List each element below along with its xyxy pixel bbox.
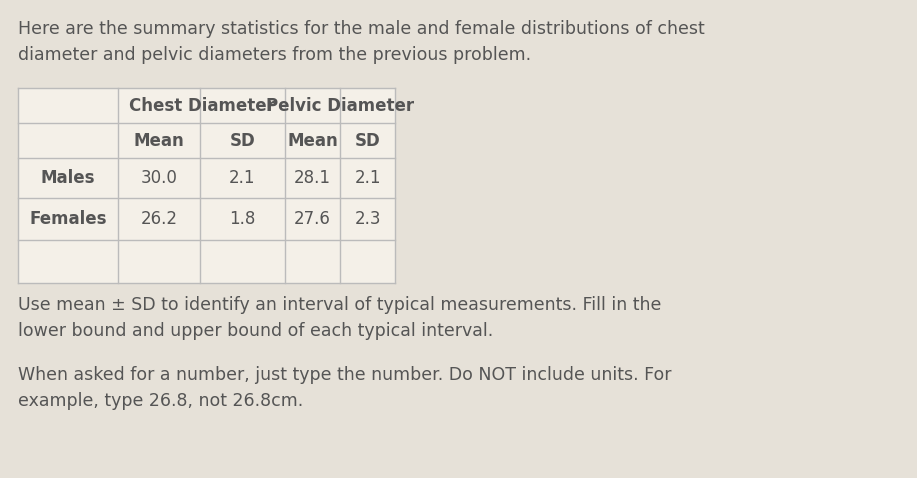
Text: 2.1: 2.1 [229, 169, 256, 187]
Text: Mean: Mean [287, 131, 337, 150]
Text: Mean: Mean [134, 131, 184, 150]
Text: Males: Males [40, 169, 95, 187]
Text: 26.2: 26.2 [140, 210, 178, 228]
Text: 28.1: 28.1 [294, 169, 331, 187]
Text: 2.3: 2.3 [354, 210, 381, 228]
Text: SD: SD [355, 131, 381, 150]
Text: When asked for a number, just type the number. Do NOT include units. For: When asked for a number, just type the n… [18, 366, 671, 384]
Text: Here are the summary statistics for the male and female distributions of chest: Here are the summary statistics for the … [18, 20, 705, 38]
Text: Chest Diameter: Chest Diameter [128, 97, 274, 115]
Text: lower bound and upper bound of each typical interval.: lower bound and upper bound of each typi… [18, 322, 493, 340]
Text: Pelvic Diameter: Pelvic Diameter [266, 97, 414, 115]
Text: Females: Females [29, 210, 106, 228]
Text: SD: SD [229, 131, 255, 150]
Text: 1.8: 1.8 [229, 210, 256, 228]
Text: 30.0: 30.0 [140, 169, 177, 187]
Text: Use mean ± SD to identify an interval of typical measurements. Fill in the: Use mean ± SD to identify an interval of… [18, 296, 661, 314]
Bar [18, 88, 395, 283]
Text: diameter and pelvic diameters from the previous problem.: diameter and pelvic diameters from the p… [18, 46, 531, 64]
Text: 27.6: 27.6 [294, 210, 331, 228]
Text: 2.1: 2.1 [354, 169, 381, 187]
Text: example, type 26.8, not 26.8cm.: example, type 26.8, not 26.8cm. [18, 392, 304, 410]
